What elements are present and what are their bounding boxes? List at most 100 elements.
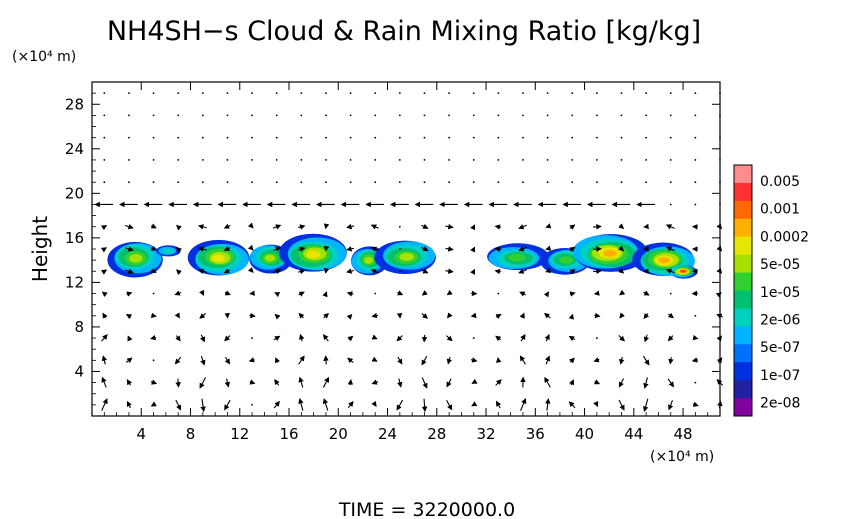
wind-vector <box>495 335 502 342</box>
wind-vector <box>346 313 353 320</box>
wind-vector <box>445 268 454 274</box>
wind-vector <box>152 359 155 362</box>
wind-vector <box>300 136 303 139</box>
wind-vector <box>544 376 551 388</box>
wind-vector <box>421 355 428 366</box>
wind-vector <box>472 337 475 339</box>
cloud-contour <box>129 254 143 263</box>
colorbar-swatch <box>734 326 752 345</box>
wind-vector <box>371 400 377 407</box>
wind-vector <box>100 247 108 253</box>
wind-vector <box>423 114 426 117</box>
wind-vector <box>571 136 574 139</box>
wind-vector <box>398 159 401 161</box>
wind-vector <box>176 269 182 276</box>
wind-vector <box>325 92 327 95</box>
wind-vector <box>249 312 256 319</box>
wind-vector <box>347 401 354 409</box>
wind-vector <box>349 92 352 95</box>
wind-vector <box>201 181 204 184</box>
colorbar-swatch <box>734 236 752 256</box>
wind-vector <box>103 181 106 184</box>
wind-vector <box>522 181 524 184</box>
wind-vector <box>546 159 549 161</box>
wind-vector <box>445 223 454 230</box>
wind-vector <box>518 268 527 274</box>
wind-vector <box>398 270 401 273</box>
wind-vector <box>569 246 576 253</box>
wind-vector <box>421 268 429 274</box>
wind-vector <box>694 159 697 161</box>
wind-vector <box>128 181 130 184</box>
wind-vector <box>595 337 598 339</box>
wind-vector <box>323 223 330 230</box>
wind-vector <box>274 357 281 364</box>
x-tick-label: 28 <box>427 425 446 443</box>
wind-vector <box>645 181 648 184</box>
wind-vector <box>448 159 450 161</box>
wind-vector <box>323 267 330 274</box>
wind-vector <box>272 246 282 252</box>
wind-vector <box>571 114 574 117</box>
wind-vector <box>569 269 576 275</box>
y-tick-label: 20 <box>65 184 84 202</box>
wind-vector <box>201 136 204 139</box>
x-tick-label: 44 <box>624 425 643 443</box>
wind-vector <box>298 268 306 275</box>
wind-vector <box>298 246 306 252</box>
wind-vector <box>620 92 623 95</box>
colorbar-label: 5e-07 <box>760 340 800 356</box>
y-tick-label: 24 <box>65 140 84 158</box>
wind-vector <box>398 92 401 95</box>
wind-vector <box>275 114 278 117</box>
wind-vector <box>247 222 254 229</box>
wind-vector <box>274 379 280 386</box>
wind-vector <box>374 114 377 117</box>
wind-vector <box>224 399 231 411</box>
wind-vector <box>251 136 253 139</box>
wind-vector <box>669 292 672 295</box>
wind-vector <box>100 225 108 231</box>
wind-vector <box>472 159 475 161</box>
wind-vector <box>470 312 477 319</box>
wind-vector <box>618 223 625 230</box>
cloud-contour <box>264 254 276 262</box>
wind-vector <box>669 203 672 206</box>
wind-vector <box>374 181 377 184</box>
wind-vector <box>593 401 599 408</box>
wind-vector <box>325 114 327 117</box>
cloud-contour <box>603 249 617 257</box>
wind-vector <box>398 114 401 117</box>
wind-vector <box>522 92 524 95</box>
colorbar-label: 2e-08 <box>760 396 800 412</box>
wind-vector <box>645 114 648 117</box>
wind-vector <box>150 267 157 273</box>
wind-vector <box>668 357 674 365</box>
wind-vector <box>669 181 672 184</box>
wind-vector <box>197 268 207 275</box>
wind-vector <box>421 246 429 252</box>
wind-vector <box>519 355 527 365</box>
wind-vector <box>325 136 327 139</box>
wind-vector <box>274 292 281 298</box>
colorbar-label: 1e-07 <box>760 368 800 384</box>
wind-vector <box>446 312 453 319</box>
wind-vector <box>126 400 132 409</box>
wind-vector <box>223 245 231 251</box>
wind-vector <box>669 159 672 161</box>
wind-vector <box>298 333 305 342</box>
wind-vector <box>520 398 527 411</box>
wind-vector <box>546 181 549 184</box>
wind-vector <box>275 92 278 95</box>
wind-vector <box>201 92 204 95</box>
wind-vector <box>618 399 625 411</box>
wind-vector <box>470 357 478 363</box>
colorbar-swatch <box>734 308 752 327</box>
wind-vector <box>643 377 649 389</box>
colorbar-swatch <box>734 398 752 417</box>
wind-vector <box>665 224 675 230</box>
wind-vector <box>645 159 648 161</box>
wind-vector <box>495 379 502 386</box>
wind-vector <box>497 114 500 117</box>
